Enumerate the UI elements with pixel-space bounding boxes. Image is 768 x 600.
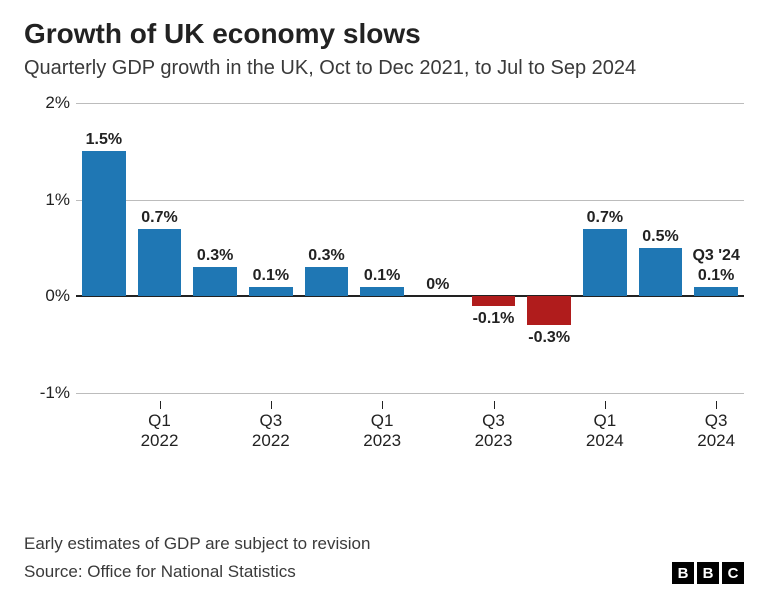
x-axis-label: Q12024	[586, 411, 624, 451]
x-tick-mark	[605, 401, 606, 409]
bar-value-label: 0.5%	[642, 228, 678, 246]
bar	[527, 296, 570, 325]
y-axis-label: 0%	[45, 286, 76, 306]
bar-value-label: 0.1%	[364, 267, 400, 285]
y-axis-label: 1%	[45, 190, 76, 210]
chart-subtitle: Quarterly GDP growth in the UK, Oct to D…	[24, 56, 744, 81]
bar	[472, 296, 515, 306]
x-axis-label: Q32023	[475, 411, 513, 451]
x-tick-mark	[382, 401, 383, 409]
bar	[694, 287, 737, 297]
bbc-logo-letter: C	[722, 562, 744, 584]
bar-value-label: -0.3%	[528, 329, 570, 347]
footnote: Early estimates of GDP are subject to re…	[24, 534, 744, 554]
bar-value-label: 0.3%	[197, 247, 233, 265]
x-axis-label: Q12022	[141, 411, 179, 451]
bar	[138, 229, 181, 297]
bar-value-label: 0.7%	[587, 209, 623, 227]
bbc-logo-letter: B	[697, 562, 719, 584]
x-tick-mark	[271, 401, 272, 409]
chart-title: Growth of UK economy slows	[24, 18, 744, 50]
gridline	[76, 103, 744, 104]
bar-value-label: 0.3%	[308, 247, 344, 265]
bar	[193, 267, 236, 296]
bar-value-label: 0.7%	[141, 209, 177, 227]
bbc-logo-letter: B	[672, 562, 694, 584]
bar-value-label: -0.1%	[473, 310, 515, 328]
chart-container: Growth of UK economy slows Quarterly GDP…	[0, 0, 768, 600]
x-tick-mark	[160, 401, 161, 409]
bar-value-label: 0%	[426, 276, 449, 294]
x-axis-label: Q32022	[252, 411, 290, 451]
x-axis-label: Q32024	[697, 411, 735, 451]
x-axis-label: Q12023	[363, 411, 401, 451]
x-tick-mark	[494, 401, 495, 409]
bar	[639, 248, 682, 296]
bar	[249, 287, 292, 297]
y-axis-label: -1%	[40, 383, 76, 403]
x-tick-mark	[716, 401, 717, 409]
bar	[360, 287, 403, 297]
source-line: Source: Office for National Statistics	[24, 562, 744, 582]
bar-value-label: 0.1%	[253, 267, 289, 285]
gridline	[76, 200, 744, 201]
bar	[82, 151, 125, 296]
plot-region: 2%1%0%-1%1.5%0.7%Q120220.3%0.1%Q320220.3…	[76, 103, 744, 393]
bar-value-label: 0.1%	[698, 267, 734, 285]
chart-area: 2%1%0%-1%1.5%0.7%Q120220.3%0.1%Q320220.3…	[24, 103, 744, 393]
bbc-logo: BBC	[672, 562, 744, 584]
gridline	[76, 393, 744, 394]
bar	[583, 229, 626, 297]
bar-annotation: Q3 '24	[692, 247, 739, 265]
bar	[305, 267, 348, 296]
bar-value-label: 1.5%	[86, 131, 122, 149]
y-axis-label: 2%	[45, 93, 76, 113]
